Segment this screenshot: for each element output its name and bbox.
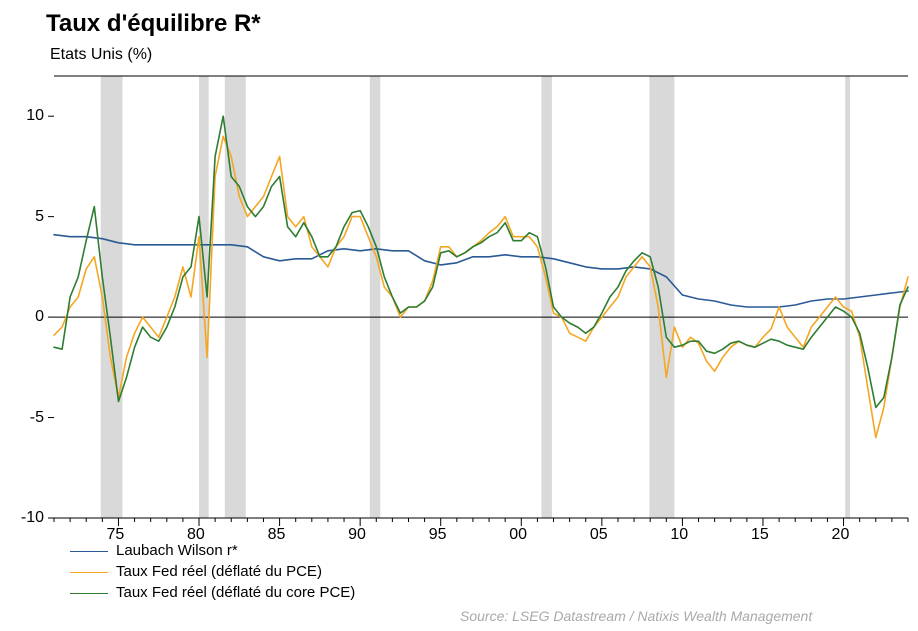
legend-label: Laubach Wilson r* <box>116 542 238 559</box>
chart-container: Taux d'équilibre R* Etats Unis (%) Lauba… <box>0 0 918 631</box>
legend-swatch <box>70 593 108 594</box>
legend-item: Taux Fed réel (déflaté du PCE) <box>70 561 355 582</box>
series-fed_real_pce <box>54 136 908 437</box>
line-chart <box>0 0 918 631</box>
y-tick-label: 5 <box>35 208 44 226</box>
x-tick-label: 80 <box>187 526 205 544</box>
x-tick-label: 95 <box>429 526 447 544</box>
x-tick-label: 85 <box>268 526 286 544</box>
recession-band <box>370 76 380 518</box>
series-fed_real_core_pce <box>54 116 908 407</box>
legend-label: Taux Fed réel (déflaté du core PCE) <box>116 584 355 601</box>
y-tick-label: -5 <box>30 409 44 427</box>
recession-band <box>649 76 674 518</box>
recession-band <box>845 76 850 518</box>
chart-source: Source: LSEG Datastream / Natixis Wealth… <box>460 608 812 624</box>
recession-band <box>225 76 246 518</box>
y-tick-label: 10 <box>26 107 44 125</box>
legend-item: Taux Fed réel (déflaté du core PCE) <box>70 582 355 603</box>
legend: Laubach Wilson r* Taux Fed réel (déflaté … <box>70 540 355 603</box>
x-tick-label: 10 <box>670 526 688 544</box>
x-tick-label: 75 <box>106 526 124 544</box>
x-tick-label: 05 <box>590 526 608 544</box>
legend-swatch <box>70 572 108 573</box>
x-tick-label: 15 <box>751 526 769 544</box>
x-tick-label: 90 <box>348 526 366 544</box>
legend-swatch <box>70 551 108 552</box>
legend-label: Taux Fed réel (déflaté du PCE) <box>116 563 322 580</box>
y-tick-label: 0 <box>35 308 44 326</box>
x-tick-label: 20 <box>832 526 850 544</box>
x-tick-label: 00 <box>509 526 527 544</box>
y-tick-label: -10 <box>21 509 44 527</box>
recession-band <box>101 76 123 518</box>
